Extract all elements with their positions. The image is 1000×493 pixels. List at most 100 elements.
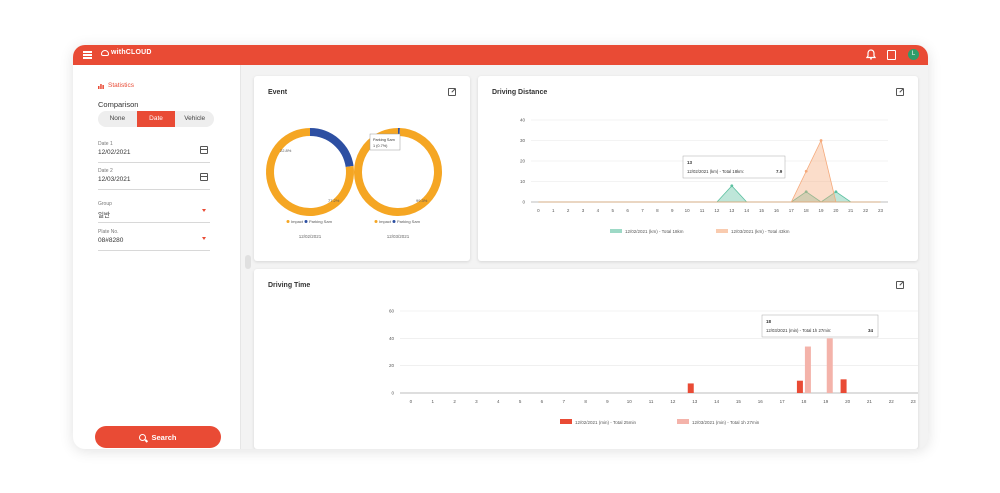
legend-marker [374, 220, 378, 223]
calendar-icon[interactable] [200, 173, 208, 181]
x-tick-label: 15 [736, 399, 742, 404]
plate-select[interactable]: Plate No. 08#8280 [98, 229, 210, 251]
comparison-toggle: None Date Vehicle [98, 111, 214, 127]
x-tick-label: 5 [519, 399, 522, 404]
x-tick-label: 1 [552, 208, 555, 213]
event-title: Event [268, 89, 288, 96]
legend-label: 12/02/2021 (min) - Total 25min [575, 420, 636, 425]
date1-label: Date 1 [98, 141, 113, 147]
date2-label: Date 2 [98, 168, 113, 174]
sidebar-collapse-handle[interactable] [245, 255, 251, 269]
data-point [730, 184, 734, 188]
y-tick-label: 0 [391, 391, 394, 396]
x-tick-label: 20 [833, 208, 839, 213]
date2-field[interactable]: Date 2 12/03/2021 [98, 168, 210, 190]
distance-tooltip-value: 7.9 [776, 169, 783, 174]
x-tick-label: 21 [848, 208, 854, 213]
x-tick-label: 10 [685, 208, 691, 213]
menu-icon[interactable] [83, 51, 92, 59]
donut-slice [309, 128, 354, 168]
bar [687, 383, 694, 393]
date1-value: 12/02/2021 [98, 149, 131, 156]
x-tick-label: 16 [758, 399, 764, 404]
x-tick-label: 2 [567, 208, 570, 213]
time-tooltip-line: 12/03/2021 (min) - Total 1h 27min: [766, 328, 831, 333]
distance-card: Driving Distance 0 10 20 30 40 0 1 2 3 4 5 6 7 8 9 10 11… [478, 76, 918, 261]
legend-label: Impact [291, 219, 304, 224]
open-external-icon[interactable] [448, 88, 456, 96]
legend-label: 12/03/2021 (min) - Total 1h 27min [692, 420, 760, 425]
x-tick-label: 3 [582, 208, 585, 213]
time-title: Driving Time [268, 282, 311, 289]
legend-label: Parking Sam [309, 219, 333, 224]
event-card: Event 22.8% 77.2% Impact Parking Sam 12/02/2… [254, 76, 470, 261]
x-tick-label: 4 [497, 399, 500, 404]
x-tick-label: 17 [789, 208, 795, 213]
legend-label: Impact [379, 219, 392, 224]
event-donut-chart: 22.8% 77.2% Impact Parking Sam 12/02/2021 99.… [266, 128, 442, 239]
x-tick-label: 22 [863, 208, 869, 213]
bell-icon[interactable] [866, 49, 876, 60]
data-point [834, 190, 838, 194]
distance-tooltip-line: 12/02/2021 (km) - Total 18km: [687, 169, 744, 174]
time-tooltip [761, 314, 879, 338]
search-button[interactable]: Search [95, 426, 221, 448]
x-tick-label: 17 [780, 399, 786, 404]
data-point [819, 139, 823, 142]
statistics-nav[interactable]: Statistics [98, 82, 134, 89]
avatar[interactable]: L [908, 49, 919, 60]
x-tick-label: 6 [626, 208, 629, 213]
x-tick-label: 11 [649, 399, 654, 404]
x-tick-label: 19 [823, 399, 829, 404]
distance-tooltip [682, 155, 786, 179]
search-icon [139, 433, 147, 441]
x-tick-label: 15 [759, 208, 765, 213]
x-tick-label: 11 [700, 208, 705, 213]
cloud-icon [101, 49, 109, 56]
calendar-icon[interactable] [200, 146, 208, 154]
x-tick-label: 5 [612, 208, 615, 213]
x-tick-label: 19 [819, 208, 825, 213]
legend-marker [392, 220, 396, 223]
segment-none[interactable]: None [109, 115, 126, 122]
slice-label: 99.3% [416, 198, 428, 203]
legend-swatch [677, 419, 689, 424]
y-tick-label: 40 [389, 336, 395, 341]
slice-label: 22.8% [280, 148, 292, 153]
bar-chart-icon [98, 83, 104, 89]
statistics-label: Statistics [108, 82, 135, 89]
open-external-icon[interactable] [896, 281, 904, 289]
segment-vehicle[interactable]: Vehicle [184, 115, 206, 122]
y-tick-label: 20 [389, 363, 395, 368]
area-series [538, 139, 881, 203]
x-tick-label: 14 [744, 208, 750, 213]
legend-marker [304, 220, 308, 223]
x-tick-label: 2 [453, 399, 456, 404]
plate-value: 08#8280 [98, 237, 124, 244]
event-tooltip [369, 133, 401, 151]
legend-label: Parking Sam [397, 219, 421, 224]
legend-label: 12/03/2021 (km) - Total 43km [731, 229, 790, 234]
bar [840, 379, 847, 393]
distance-title: Driving Distance [492, 89, 548, 96]
legend-swatch [610, 229, 622, 233]
group-select[interactable]: Group 일반 [98, 201, 210, 223]
x-tick-label: 6 [541, 399, 544, 404]
x-tick-label: 10 [627, 399, 633, 404]
open-external-icon[interactable] [896, 88, 904, 96]
date1-field[interactable]: Date 1 12/02/2021 [98, 141, 210, 163]
slice-label: 77.2% [328, 198, 340, 203]
x-tick-label: 13 [692, 399, 698, 404]
x-tick-label: 21 [867, 399, 873, 404]
sidebar: Statistics Comparison None Date Vehicle … [73, 65, 241, 449]
x-tick-label: 12 [714, 208, 720, 213]
segment-date[interactable]: Date [136, 111, 176, 127]
comparison-label: Comparison [98, 100, 139, 109]
x-tick-label: 20 [845, 399, 851, 404]
app-window: withCLOUD L Statistics Comparison None D… [73, 45, 928, 449]
group-label: Group [98, 201, 112, 207]
bar [804, 346, 811, 393]
data-point [804, 190, 808, 194]
notification-icon[interactable] [887, 50, 896, 60]
app-logo[interactable]: withCLOUD [101, 49, 152, 56]
